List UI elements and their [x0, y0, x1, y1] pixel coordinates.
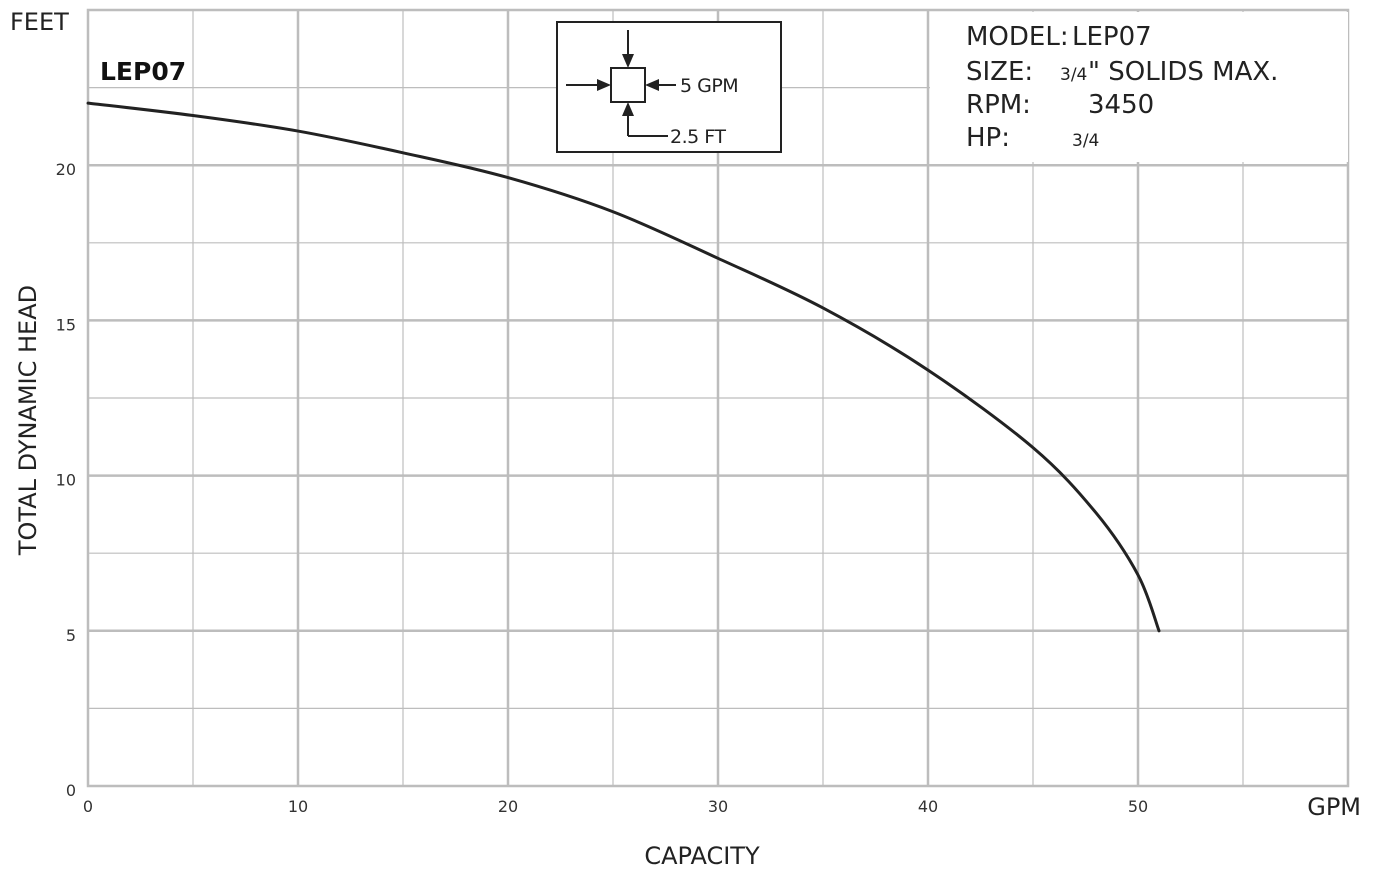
y-tick-label: 15 — [56, 315, 76, 334]
size-value: " SOLIDS MAX. — [1088, 57, 1278, 87]
series-layer — [86, 101, 1161, 633]
hp-fraction: 3/4 — [1072, 131, 1099, 151]
x-tick-label: 40 — [918, 797, 938, 816]
legend-flow-label: 5 GPM — [680, 75, 738, 97]
x-tick-label: 30 — [708, 797, 728, 816]
legend-arrow-bottom-head — [622, 102, 634, 116]
y-tick-label: 20 — [56, 160, 76, 179]
model-value: LEP07 — [1072, 22, 1152, 52]
size-key: SIZE: — [966, 57, 1033, 87]
legend-frame — [556, 21, 782, 153]
flow-head-legend: 5 GPM 2.5 FT — [556, 21, 782, 153]
x-tick-label: 0 — [83, 797, 93, 816]
legend-arrow-top-head — [622, 54, 634, 68]
grid-layer — [86, 8, 1350, 788]
rpm-value: 3450 — [1088, 90, 1154, 120]
pump-curve-line — [86, 101, 1161, 633]
size-fraction: 3/4 — [1060, 65, 1087, 85]
x-axis-label: CAPACITY — [644, 842, 760, 870]
chart-title: LEP07 — [100, 57, 186, 86]
x-tick-label: 20 — [498, 797, 518, 816]
legend-arrow-right-head — [645, 79, 659, 91]
model-info-background — [930, 12, 1348, 162]
x-tick-label: 10 — [288, 797, 308, 816]
y-tick-label: 5 — [66, 626, 76, 645]
legend-square — [610, 67, 646, 103]
y-axis-label: TOTAL DYNAMIC HEAD — [14, 285, 42, 556]
y-tick-label: 0 — [66, 781, 76, 800]
tick-labels: 0 10 20 30 40 50 0 5 10 15 20 — [56, 160, 1149, 816]
y-tick-label: 10 — [56, 471, 76, 490]
legend-arrow-left-head — [597, 79, 611, 91]
x-tick-label: 50 — [1128, 797, 1148, 816]
rpm-key: RPM: — [966, 90, 1031, 120]
hp-key: HP: — [966, 123, 1010, 153]
model-key: MODEL: — [966, 22, 1069, 52]
x-unit-label: GPM — [1307, 793, 1361, 821]
model-info-panel: MODEL: LEP07 SIZE: 3/4 " SOLIDS MAX. RPM… — [930, 12, 1348, 162]
y-unit-label: FEET — [10, 8, 69, 36]
legend-head-label: 2.5 FT — [670, 126, 726, 148]
